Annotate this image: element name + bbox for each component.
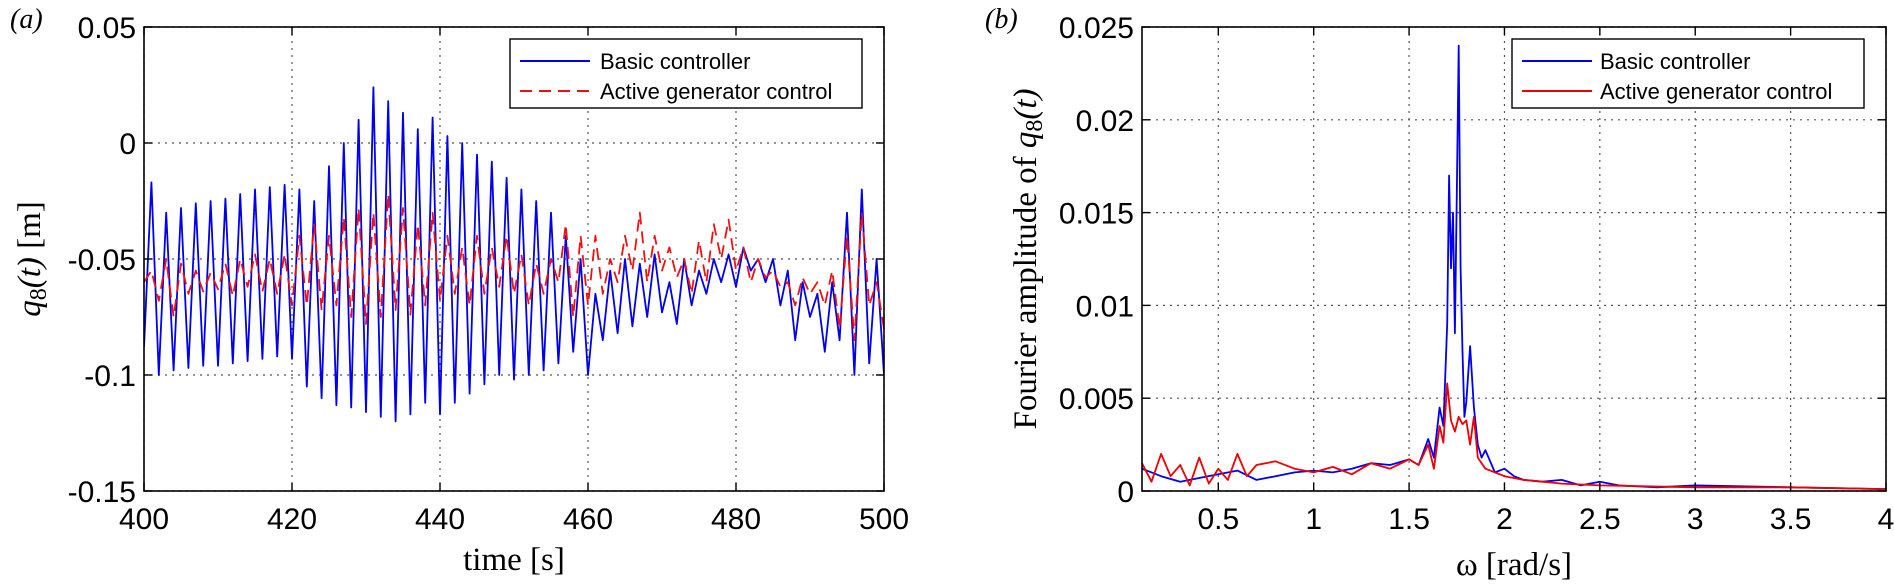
legend-a: Basic controller Active generator contro… [509, 38, 863, 109]
legend-box-b [1511, 38, 1865, 109]
x-tick-label: 3 [1687, 503, 1704, 536]
y-tick-label: 0.005 [1059, 383, 1134, 416]
legend-label-active-a: Active generator control [600, 79, 832, 104]
y-ticks-b: 0 0.005 0.01 0.015 0.02 0.025 [1059, 12, 1886, 509]
y-label-arg-a: (t) [12, 257, 48, 288]
series-line-basic-controller-b [1142, 44, 1886, 490]
x-axis-label-a: time [s] [463, 542, 565, 578]
panel-label-a: (a) [10, 4, 43, 35]
y-tick-label: 0.05 [78, 12, 136, 45]
y-label-sub-b: 8 [1022, 120, 1048, 132]
y-axis-label-b: Fourier amplitude of q8(t) [1008, 88, 1048, 429]
panel-label-b: (b) [985, 4, 1018, 35]
series-b [1142, 44, 1886, 490]
legend-label-active-b: Active generator control [1600, 79, 1832, 104]
x-tick-label: 400 [119, 503, 169, 536]
x-tick-label: 420 [267, 503, 317, 536]
legend-box-a [509, 38, 863, 109]
x-tick-label: 3.5 [1770, 503, 1812, 536]
x-ticks-a: 400 420 440 460 480 500 [119, 27, 909, 536]
y-label-var-b: q [1008, 132, 1044, 149]
x-tick-label: 440 [415, 503, 465, 536]
y-tick-label: -0.1 [84, 360, 136, 393]
y-label-unit-a: [m] [12, 201, 48, 257]
y-tick-label: 0.015 [1059, 198, 1134, 231]
y-label-prefix-b: Fourier amplitude of [1008, 148, 1044, 429]
legend-label-basic-b: Basic controller [1600, 49, 1750, 74]
x-tick-label: 2.5 [1579, 503, 1621, 536]
y-label-sub-a: 8 [26, 288, 52, 300]
x-tick-label: 1.5 [1388, 503, 1430, 536]
y-tick-label: 0 [1117, 476, 1134, 509]
y-ticks-a: -0.15 -0.1 -0.05 0 0.05 [68, 12, 884, 509]
y-label-arg-b: (t) [1008, 88, 1044, 119]
series-line-active-generator-control-a [144, 193, 884, 342]
series-line-active-generator-control-b [1142, 382, 1886, 490]
y-tick-label: 0.02 [1076, 105, 1134, 138]
y-tick-label: -0.05 [68, 244, 136, 277]
y-label-var-a: q [12, 300, 48, 317]
chart-b: (b) 0.5 1 1.5 2 2.5 3 3.5 4 0 0.005 0.01 0.015 0.02… [985, 4, 1894, 583]
x-tick-label: 460 [563, 503, 613, 536]
legend-label-basic-a: Basic controller [600, 49, 750, 74]
chart-a: (a) 400 420 440 460 480 500 -0.15 -0.1 -0.05 0 0.… [10, 4, 909, 578]
series-a [144, 86, 884, 423]
x-tick-label: 4 [1878, 503, 1894, 536]
x-tick-label: 0.5 [1197, 503, 1239, 536]
y-tick-label: 0.01 [1076, 290, 1134, 323]
y-axis-label-a: q8(t) [m] [12, 201, 52, 317]
plot-frame-b [1141, 26, 1887, 492]
x-ticks-b: 0.5 1 1.5 2 2.5 3 3.5 4 [1197, 27, 1894, 536]
x-tick-label: 480 [711, 503, 761, 536]
legend-b: Basic controller Active generator contro… [1511, 38, 1865, 109]
x-tick-label: 500 [859, 503, 909, 536]
x-axis-label-b: ω [rad/s] [1456, 547, 1572, 583]
x-tick-label: 2 [1496, 503, 1513, 536]
y-tick-label: 0.025 [1059, 12, 1134, 45]
x-tick-label: 1 [1305, 503, 1322, 536]
y-tick-label: 0 [119, 128, 136, 161]
y-tick-label: -0.15 [68, 476, 136, 509]
